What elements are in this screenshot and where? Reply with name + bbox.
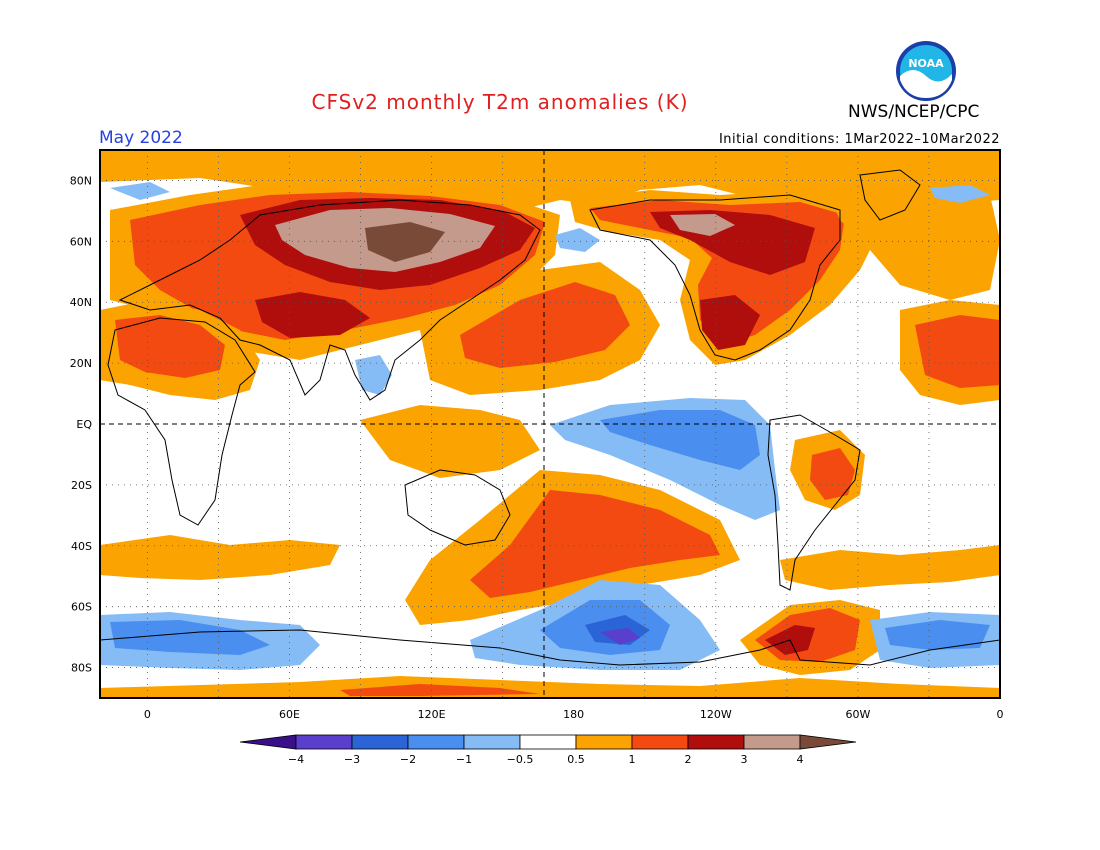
colorbar-tick-label: 1 [629,753,636,766]
very-hot-region-central-asia [255,292,370,338]
latitude-tick-label: 40S [71,540,92,553]
longitude-tick-label: 120W [700,708,732,721]
cool-region-arctic-east [930,185,990,203]
initial-conditions: Initial conditions: 1Mar2022–10Mar2022 [718,132,1000,147]
longitude-tick-label: 120E [418,708,446,721]
coastline-australia [404,469,511,546]
colorbar-segment [519,734,577,750]
latitude-tick-label: 80N [70,174,92,187]
colorbar-segment [463,734,521,750]
longitude-tick-label: 0 [144,708,151,721]
longitude-tick-label: 180 [563,708,584,721]
latitude-tick-label: 20N [70,357,92,370]
longitude-tick-label: 0 [997,708,1004,721]
agency-label: NWS/NCEP/CPC [848,102,980,122]
coastline-greenland [859,169,921,221]
extreme-region-canada [670,214,735,236]
colorbar-segment-max [799,734,857,750]
longitude-tick-label: 60W [845,708,870,721]
colorbar-segment [743,734,801,750]
cool-region-arctic-west [110,182,170,200]
longitude-labels: 0 60E 120E 180 120W 60W 0 [144,708,1004,721]
latitude-tick-label: 40N [70,296,92,309]
chart-title: CFSv2 monthly T2m anomalies (K) [311,90,689,114]
noaa-logo-text: NOAA [908,57,944,70]
colorbar-segment [575,734,633,750]
intense-cold-region-southern-ocean-pacific [600,628,640,645]
colorbar-tick-label: −2 [400,753,416,766]
extreme-core-siberia [365,222,445,262]
coastline-europe-asia [118,199,541,401]
colorbar-tick-label: −1 [456,753,472,766]
latitude-tick-label: 60S [71,601,92,614]
coastline-antarctica [100,629,1000,666]
cold-region-southern-ocean-indian [110,620,270,655]
hot-region-west-africa-east [915,315,1000,388]
colorbar-tick-label: −0.5 [507,753,534,766]
latitude-labels: 80N 60N 40N 20N EQ 20S 40S 60S 80S [70,174,93,674]
colorbar-tick-label: 0.5 [567,753,585,766]
cold-region-east-pacific [600,410,760,470]
colorbar-tick-label: 3 [741,753,748,766]
hot-region-north-africa [115,315,225,378]
gridlines [100,150,1000,698]
colorbar-tick-label: 4 [797,753,804,766]
coastlines [100,169,1000,666]
hot-region-south-pacific [470,490,720,598]
latitude-tick-label: 60N [70,235,92,248]
colorbar-segment [407,734,465,750]
noaa-logo: NOAA [896,41,956,101]
latitude-tick-label: EQ [76,418,92,431]
very-hot-region-us [700,295,760,350]
hot-region-brazil [810,448,855,500]
coastline-south-america [767,414,861,591]
map-frame [99,149,1001,699]
colorbar-tick-label: −3 [344,753,360,766]
cool-region-north-pacific-east [555,228,600,252]
longitude-tick-label: 60E [279,708,300,721]
noaa-logo-bird [900,70,952,98]
colorbar: −4 −3 −2 −1 −0.5 0.5 1 2 3 4 [239,734,857,766]
coastline-north-america [589,194,841,361]
cold-region-southern-ocean-atlantic [885,620,990,650]
latitude-tick-label: 20S [71,479,92,492]
warm-region-maritime-continent [360,405,540,478]
hot-region-antarctic-interior [340,684,540,696]
colorbar-segment [687,734,745,750]
hot-region-north-pacific [460,282,630,368]
colorbar-tick-label: −4 [288,753,304,766]
forecast-month: May 2022 [99,128,183,148]
colorbar-segment [351,734,409,750]
warm-region-southern-indian [100,535,340,580]
colorbar-segment-min [239,734,297,750]
colorbar-segment [295,734,353,750]
latitude-tick-label: 80S [71,662,92,675]
warm-region-antarctic-interior [100,676,1000,698]
cool-region-bay-of-bengal [355,355,392,395]
warm-region-south-atlantic [780,545,1000,590]
coastline-africa [107,317,256,526]
colorbar-tick-label: 2 [685,753,692,766]
colorbar-segment [631,734,689,750]
